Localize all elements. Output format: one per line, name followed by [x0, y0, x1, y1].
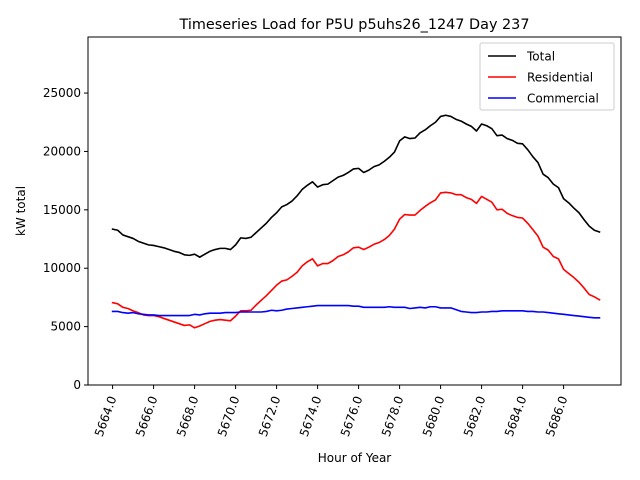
series-layer — [111, 114, 601, 329]
legend-label-total: Total — [526, 50, 555, 64]
legend-label-residential: Residential — [527, 71, 593, 85]
chart-title: Timeseries Load for P5U p5uhs26_1247 Day… — [179, 17, 530, 33]
legend-box — [479, 42, 615, 111]
y-tick-label: 10000 — [43, 261, 81, 275]
series-line-residential — [111, 191, 601, 329]
y-tick-label: 5000 — [50, 320, 81, 334]
legend-label-commercial: Commercial — [527, 92, 599, 106]
series-line-commercial — [111, 304, 601, 319]
axes-frame — [87, 36, 622, 386]
y-tick-label: 15000 — [43, 203, 81, 217]
y-axis-ticks: 0 5000 10000 15000 20000 25000 — [43, 86, 88, 392]
y-tick-label: 20000 — [43, 144, 81, 158]
legend-entries: Total Residential Commercial — [488, 50, 599, 106]
y-tick-label: 25000 — [43, 86, 81, 100]
legend: Total Residential Commercial — [479, 42, 615, 111]
y-axis-label: kW total — [14, 186, 28, 236]
series-line-total — [111, 114, 601, 258]
spine-layer — [87, 36, 622, 386]
x-axis-label: Hour of Year — [318, 451, 392, 465]
y-tick-label: 0 — [73, 378, 81, 392]
